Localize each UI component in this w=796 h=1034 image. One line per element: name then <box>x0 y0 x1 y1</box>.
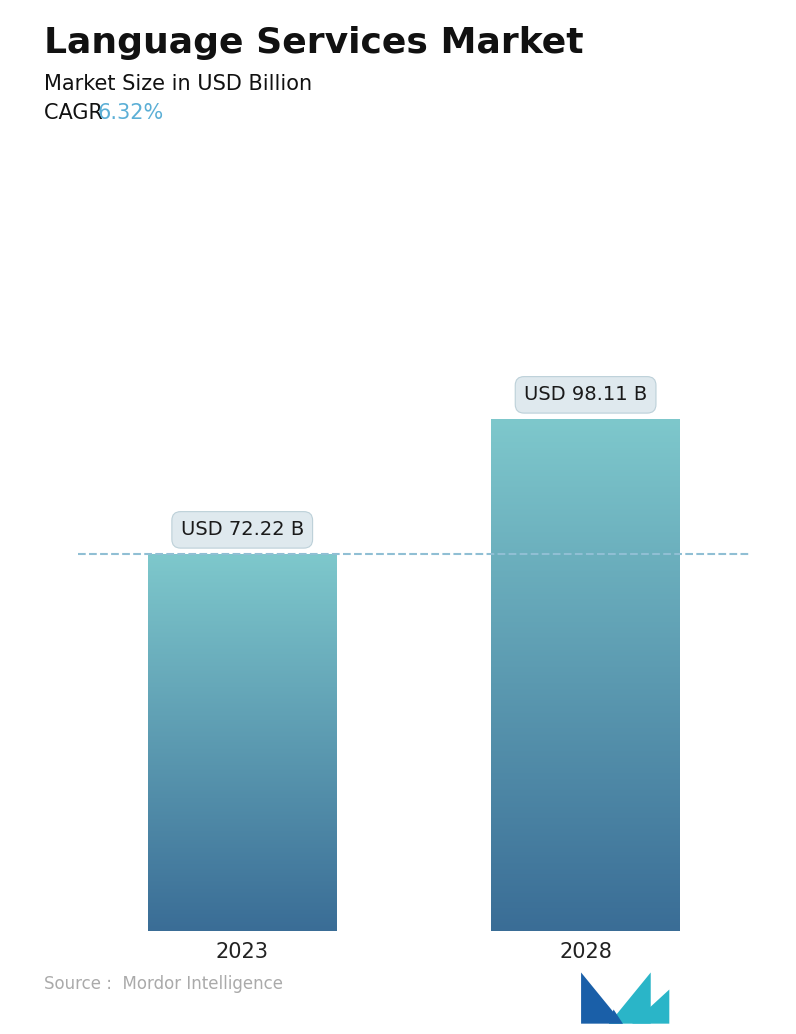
Text: 6.32%: 6.32% <box>98 103 164 123</box>
Polygon shape <box>632 990 669 1024</box>
Text: USD 98.11 B: USD 98.11 B <box>524 386 647 404</box>
Text: CAGR: CAGR <box>44 103 109 123</box>
Text: Market Size in USD Billion: Market Size in USD Billion <box>44 74 312 94</box>
Polygon shape <box>581 972 622 1024</box>
Text: Source :  Mordor Intelligence: Source : Mordor Intelligence <box>44 975 283 993</box>
Text: Language Services Market: Language Services Market <box>44 26 583 60</box>
Text: USD 72.22 B: USD 72.22 B <box>181 520 304 540</box>
Polygon shape <box>609 1009 622 1024</box>
Polygon shape <box>609 972 651 1024</box>
